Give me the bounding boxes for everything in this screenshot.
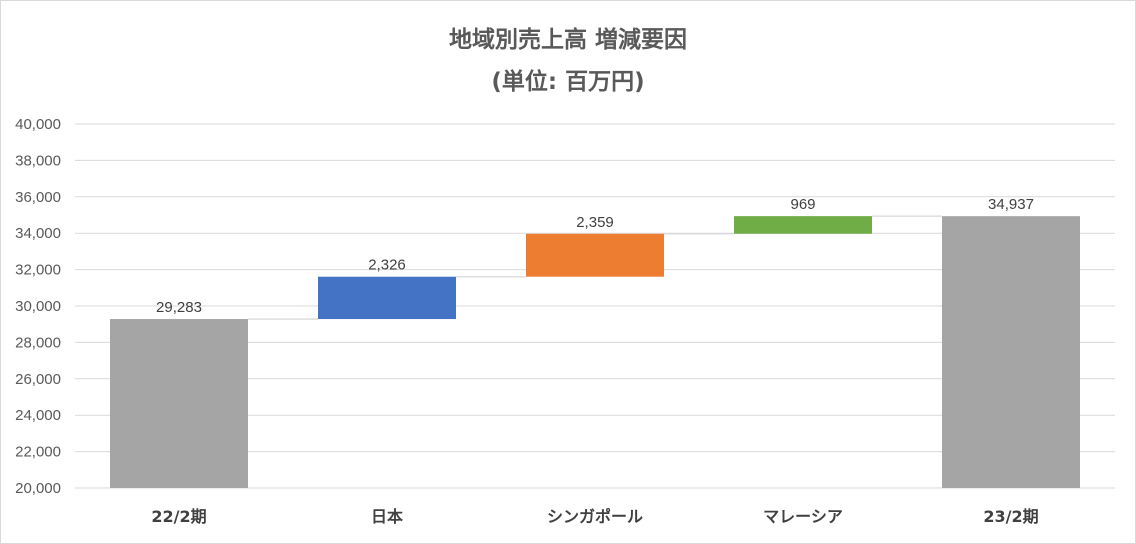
connector-lines xyxy=(248,215,942,320)
data-label: 34,937 xyxy=(988,196,1034,213)
y-tick-label: 26,000 xyxy=(15,371,61,388)
x-axis: 22/2期 日本 シンガポール マレーシア 23/2期 xyxy=(151,507,1038,526)
x-tick-label: 22/2期 xyxy=(151,507,206,526)
x-tick-label: 日本 xyxy=(371,507,403,526)
y-tick-label: 22,000 xyxy=(15,444,61,461)
bar-3 xyxy=(734,216,872,234)
y-tick-label: 28,000 xyxy=(15,334,61,351)
bar-0 xyxy=(110,319,248,488)
gridlines xyxy=(75,123,1115,489)
data-label: 29,283 xyxy=(156,299,202,316)
y-tick-label: 24,000 xyxy=(15,407,61,424)
x-tick-label: 23/2期 xyxy=(983,507,1038,526)
y-tick-label: 34,000 xyxy=(15,225,61,242)
x-tick-label: シンガポール xyxy=(547,507,643,526)
bar-4 xyxy=(942,216,1080,488)
y-tick-label: 20,000 xyxy=(15,480,61,497)
y-tick-label: 30,000 xyxy=(15,298,61,315)
data-labels: 29,283 2,326 2,359 969 34,937 xyxy=(156,196,1034,316)
y-axis: 20,000 22,000 24,000 26,000 28,000 30,000 32,0… xyxy=(15,116,61,497)
data-label: 969 xyxy=(790,196,815,213)
data-label: 2,359 xyxy=(576,214,614,231)
x-tick-label: マレーシア xyxy=(763,507,843,526)
bar-1 xyxy=(318,276,456,320)
chart-title: 地域別売上高 増減要因 xyxy=(448,27,687,53)
y-tick-label: 40,000 xyxy=(15,116,61,133)
bar-2 xyxy=(526,233,664,277)
y-tick-label: 32,000 xyxy=(15,262,61,279)
y-tick-label: 36,000 xyxy=(15,189,61,206)
bars xyxy=(110,216,1080,488)
chart-subtitle: (単位: 百万円) xyxy=(491,69,645,95)
data-label: 2,326 xyxy=(368,257,406,274)
y-tick-label: 38,000 xyxy=(15,152,61,169)
